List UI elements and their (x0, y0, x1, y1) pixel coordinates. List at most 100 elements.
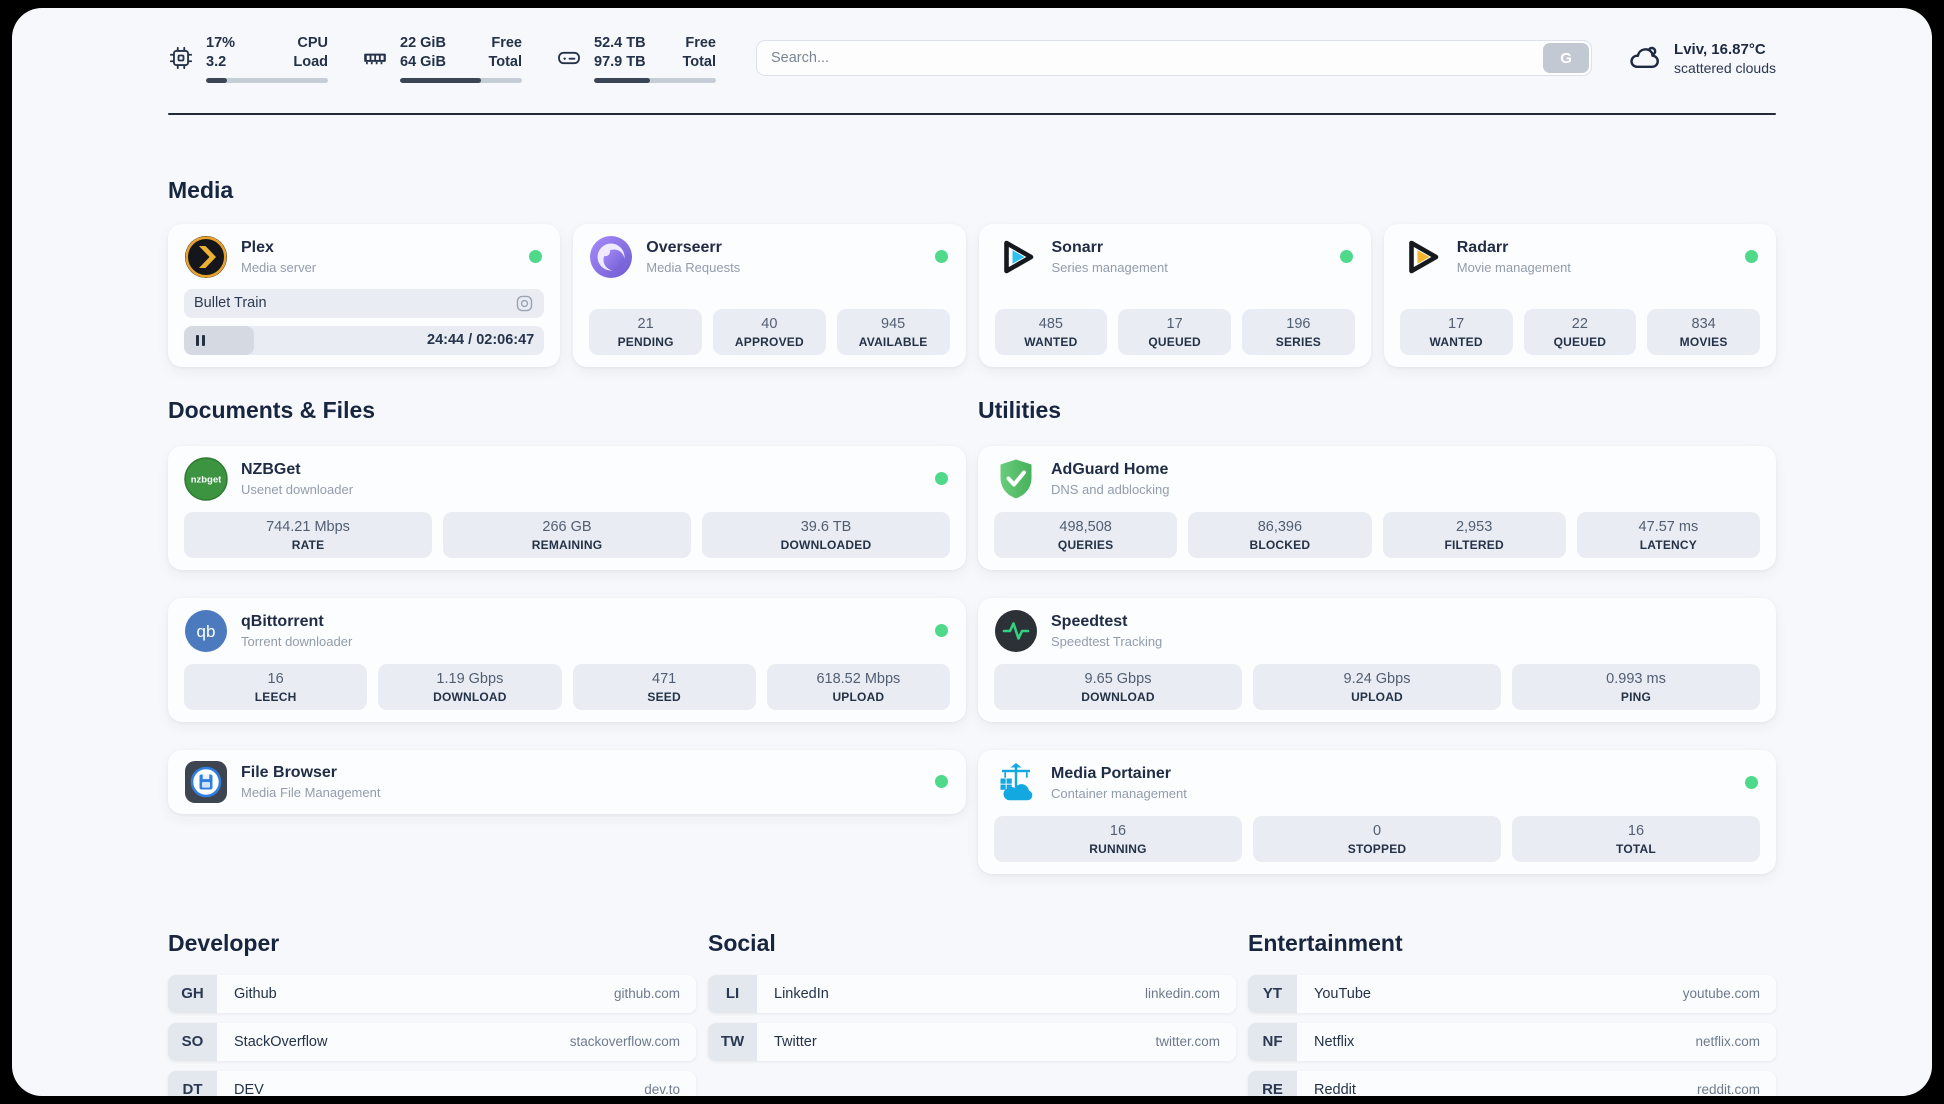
bookmark-twitter[interactable]: TW Twitter twitter.com (708, 1022, 1236, 1061)
stat-value: 9.65 Gbps (1084, 670, 1152, 687)
stat-label: LEECH (254, 689, 297, 704)
portainer-icon (994, 761, 1038, 805)
stat-label: DOWNLOADED (780, 537, 872, 552)
stat-label: QUEUED (1148, 334, 1201, 349)
stat-label: DOWNLOAD (433, 689, 507, 704)
stat-label: LATENCY (1639, 537, 1697, 552)
stat-box: 618.52 Mbps UPLOAD (766, 663, 950, 710)
app-card-nzbget[interactable]: nzbget NZBGet Usenet downloader 744.21 M… (168, 445, 966, 570)
bookmark-domain: netflix.com (1695, 1034, 1760, 1050)
stat-label: MOVIES (1679, 334, 1728, 349)
bookmark-youtube[interactable]: YT YouTube youtube.com (1248, 974, 1776, 1013)
stat-box: 0.993 ms PING (1512, 663, 1760, 710)
stat-label: AVAILABLE (858, 334, 928, 349)
bookmark-domain: dev.to (644, 1082, 680, 1096)
bookmark-name: YouTube (1314, 985, 1371, 1002)
cpu-load-value: 3.2 (206, 53, 227, 70)
bookmark-stackoverflow[interactable]: SO StackOverflow stackoverflow.com (168, 1022, 696, 1061)
bookmark-dev[interactable]: DT DEV dev.to (168, 1070, 696, 1096)
cpu-chip-icon (168, 45, 194, 71)
stat-label: REMAINING (531, 537, 603, 552)
app-card-sonarr[interactable]: Sonarr Series management 485 WANTED 17 QUE… (978, 223, 1371, 367)
utilities-column: Utilities AdGuard Home DNS and adblockin… (978, 397, 1776, 874)
bookmark-linkedin[interactable]: LI LinkedIn linkedin.com (708, 974, 1236, 1013)
nzbget-icon: nzbget (184, 456, 228, 501)
status-dot (1339, 250, 1353, 264)
stat-label: UPLOAD (1351, 689, 1403, 704)
weather-condition: scattered clouds (1674, 59, 1776, 76)
app-name: NZBGet (241, 460, 301, 478)
app-name: Radarr (1456, 238, 1509, 256)
app-card-radarr[interactable]: Radarr Movie management 17 WANTED 22 QUEUE… (1383, 223, 1776, 367)
cpu-usage-value: 17% (206, 35, 236, 51)
stat-value: 0.993 ms (1606, 670, 1666, 687)
app-name: File Browser (241, 763, 338, 781)
bookmark-abbr: TW (708, 1022, 757, 1061)
app-card-filebrowser[interactable]: File Browser Media File Management (168, 749, 966, 814)
app-card-overseerr[interactable]: Overseerr Media Requests 21 PENDING 40 APP… (573, 223, 966, 367)
bookmark-netflix[interactable]: NF Netflix netflix.com (1248, 1022, 1776, 1061)
app-subtitle: Speedtest Tracking (1051, 633, 1163, 649)
cloud-icon (1628, 41, 1662, 75)
cpu-progress-track (206, 77, 328, 83)
bookmark-abbr: LI (708, 974, 757, 1013)
search-input[interactable] (756, 40, 1593, 77)
stat-value: 266 GB (542, 518, 592, 535)
stat-box: 39.6 TB DOWNLOADED (702, 511, 950, 558)
stat-value: 9.24 Gbps (1343, 670, 1411, 687)
stat-value: 0 (1372, 822, 1382, 839)
stat-value: 744.21 Mbps (266, 518, 350, 535)
session-icon[interactable] (515, 294, 534, 313)
stat-label: PING (1620, 689, 1652, 704)
pause-icon[interactable] (196, 334, 206, 346)
stat-label: QUERIES (1057, 537, 1114, 552)
stat-box: 471 SEED (572, 663, 756, 710)
search-bar: G (756, 40, 1593, 77)
qbittorrent-icon: qb (184, 609, 228, 653)
filebrowser-icon (184, 760, 228, 804)
section-title-entertainment: Entertainment (1248, 929, 1403, 956)
svg-text:nzbget: nzbget (191, 474, 222, 485)
search-engine-button[interactable]: G (1543, 43, 1590, 74)
bookmark-name: Netflix (1314, 1033, 1355, 1050)
stat-label: APPROVED (734, 334, 804, 349)
app-card-plex[interactable]: Plex Media server Bullet Train (168, 223, 561, 367)
cpu-progress-fill (206, 77, 227, 83)
player-seek-bar[interactable]: 24:44 / 02:06:47 (184, 325, 545, 355)
bookmark-domain: github.com (613, 986, 680, 1002)
stat-value: 16 (1627, 822, 1645, 839)
stat-box: 1.19 Gbps DOWNLOAD (378, 663, 562, 710)
app-card-adguard[interactable]: AdGuard Home DNS and adblocking 498,508 Q… (978, 445, 1776, 570)
overseerr-icon (589, 235, 633, 279)
stat-label: QUEUED (1553, 334, 1607, 349)
app-subtitle: Media server (241, 259, 317, 275)
status-dot (529, 250, 543, 264)
ram-progress-track (400, 77, 522, 83)
stat-box: 9.65 Gbps DOWNLOAD (994, 663, 1242, 710)
stat-value: 17 (1166, 315, 1183, 332)
stat-box: 834 MOVIES (1647, 308, 1760, 355)
ram-progress-fill (400, 77, 481, 83)
bookmark-reddit[interactable]: RE Reddit reddit.com (1248, 1070, 1776, 1096)
stat-value: 16 (267, 670, 284, 687)
app-card-qbittorrent[interactable]: qb qBittorrent Torrent downloader 16 LEEC… (168, 597, 966, 722)
disk-progress-track (594, 77, 716, 83)
bookmark-github[interactable]: GH Github github.com (168, 974, 696, 1013)
stat-label: BLOCKED (1249, 537, 1311, 552)
disk-icon (556, 45, 582, 71)
app-card-speedtest[interactable]: Speedtest Speedtest Tracking 9.65 Gbps DO… (978, 597, 1776, 722)
app-card-portainer[interactable]: Media Portainer Container management 16 R… (978, 749, 1776, 874)
media-grid: Plex Media server Bullet Train (168, 223, 1776, 367)
app-subtitle: Container management (1051, 785, 1187, 801)
stat-label: RATE (291, 537, 325, 552)
stat-value: 471 (652, 670, 677, 687)
app-subtitle: Series management (1051, 259, 1168, 275)
dashboard-page: 17% 3.2 CPU Load 22 GiB 64 GiB Free Total (12, 8, 1932, 1096)
stat-box: 744.21 Mbps RATE (184, 511, 432, 558)
top-bar: 17% 3.2 CPU Load 22 GiB 64 GiB Free Total (168, 34, 1776, 83)
section-title-documents: Documents & Files (168, 396, 376, 423)
bookmark-name: Github (234, 985, 277, 1002)
bookmark-abbr: SO (168, 1022, 217, 1061)
now-playing-bar[interactable]: Bullet Train (184, 288, 545, 318)
stat-value: 485 (1038, 315, 1063, 332)
